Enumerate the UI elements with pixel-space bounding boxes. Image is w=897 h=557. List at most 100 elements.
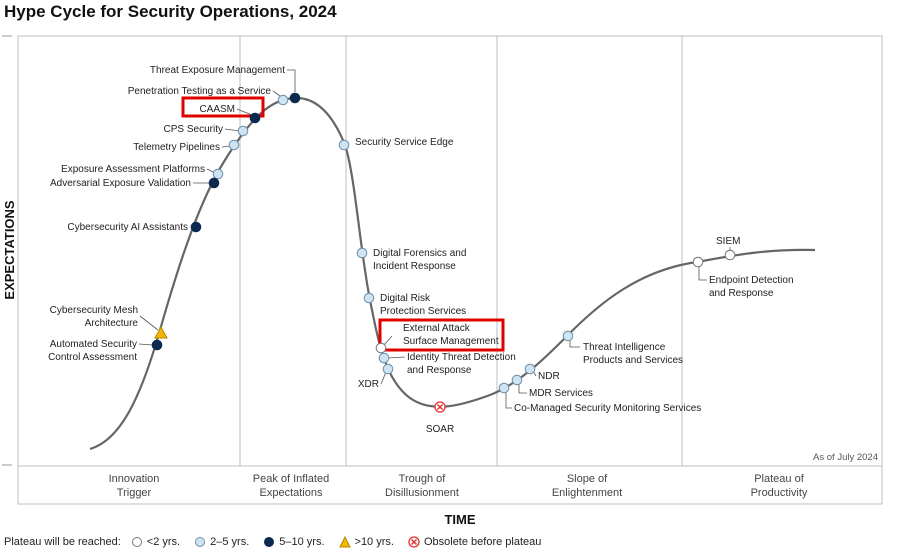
as-of-note: As of July 2024 (813, 452, 878, 463)
label-telemetry-pipelines: Telemetry Pipelines (133, 142, 220, 153)
y-axis-label: EXPECTATIONS (2, 200, 17, 300)
item-adversarial-exposure-validation: Adversarial Exposure Validation (50, 177, 220, 189)
item-threat-exposure-management: Threat Exposure Management (150, 65, 301, 104)
item-external-attack-surface-management: External Attack Surface Management (375, 323, 499, 354)
label-cps-security: CPS Security (164, 124, 223, 135)
item-digital-risk-protection-services: Digital Risk Protection Services (363, 292, 466, 317)
marker-ndr (524, 363, 536, 375)
phase-label-trough-of-disillusionment: Trough of Disillusionment (385, 473, 459, 499)
phase-labels: Innovation Trigger Peak of Inflated Expecta… (109, 473, 808, 499)
marker-xdr (382, 363, 394, 375)
marker-endpoint-detection-and-response (692, 256, 704, 268)
legend-title: Plateau will be reached: (4, 536, 121, 548)
label-caasm: CAASM (199, 104, 235, 115)
caasm-highlight-box (181, 96, 265, 118)
label-security-service-edge: Security Service Edge (355, 137, 454, 148)
legend-item-2to5: 2–5 yrs. (194, 536, 249, 548)
label-digital-forensics-and-incident-response: Digital Forensics and Incident Response (373, 248, 466, 272)
leader-line (287, 69, 296, 92)
item-identity-threat-detection-and-response: Identity Threat Detection and Response (378, 352, 516, 376)
phase-label-peak-of-inflated-expectations: Peak of Inflated Expectations (253, 473, 329, 499)
item-caasm: CAASM (199, 104, 261, 124)
marker-caasm (249, 112, 261, 124)
label-soar: SOAR (426, 424, 454, 435)
label-threat-exposure-management: Threat Exposure Management (150, 65, 285, 76)
item-siem: SIEM (716, 236, 740, 261)
white-circle-icon (131, 537, 142, 547)
marker-identity-threat-detection-and-response (378, 352, 390, 364)
phase-label-slope-of-enlightenment: Slope of Enlightenment (552, 473, 622, 499)
marker-automated-security-control-assessment (151, 339, 163, 351)
legend-label-2to5: 2–5 yrs. (210, 536, 250, 548)
marker-threat-intelligence-products-and-services (562, 330, 574, 342)
label-adversarial-exposure-validation: Adversarial Exposure Validation (50, 178, 191, 189)
leader-line (138, 343, 154, 346)
marker-mdr-services (511, 374, 523, 386)
legend-label-obsolete: Obsolete before plateau (423, 536, 542, 548)
item-ndr: NDR (524, 363, 560, 382)
item-mdr-services: MDR Services (511, 374, 593, 399)
marker-cps-security (237, 125, 249, 137)
marker-cybersecurity-mesh-architecture (154, 325, 168, 339)
item-soar: SOAR (426, 401, 454, 435)
leader-line (698, 266, 707, 281)
legend-label-5to10: 5–10 yrs. (279, 536, 325, 548)
legend-item-lt2: <2 yrs. (131, 536, 180, 548)
item-cps-security: CPS Security (164, 124, 249, 137)
hype-cycle-chart: Innovation Trigger Peak of Inflated Expecta… (2, 35, 883, 527)
legend: Plateau will be reached: <2 yrs. 2–5 yrs… (4, 536, 555, 548)
leader-line (569, 340, 580, 348)
red-x-circle-icon (408, 536, 420, 548)
marker-external-attack-surface-management (375, 342, 387, 354)
legend-label-lt2: <2 yrs. (146, 536, 181, 548)
label-automated-security-control-assessment: Automated Security Control Assessment (48, 339, 137, 363)
leader-line (505, 392, 512, 409)
item-digital-forensics-and-incident-response: Digital Forensics and Incident Response (356, 247, 466, 272)
leader-line (236, 108, 253, 116)
item-co-managed-security-monitoring-services: Co-Managed Security Monitoring Services (498, 382, 701, 414)
label-external-attack-surface-management: External Attack Surface Management (403, 323, 499, 347)
marker-security-service-edge (338, 139, 350, 151)
label-co-managed-security-monitoring-services: Co-Managed Security Monitoring Services (514, 403, 701, 414)
item-threat-intelligence-products-and-services: Threat Intelligence Products and Services (562, 330, 683, 366)
label-exposure-assessment-platforms: Exposure Assessment Platforms (61, 164, 205, 175)
item-penetration-testing-as-a-service: Penetration Testing as a Service (128, 86, 289, 106)
phase-label-innovation-trigger: Innovation Trigger (109, 473, 160, 499)
hype-curve (89, 96, 816, 451)
item-automated-security-control-assessment: Automated Security Control Assessment (48, 339, 163, 363)
marker-telemetry-pipelines (228, 139, 240, 151)
marker-penetration-testing-as-a-service (277, 94, 289, 106)
easm-highlight-box (378, 318, 505, 352)
marker-exposure-assessment-platforms (212, 168, 224, 180)
dark-blue-circle-icon (264, 537, 275, 547)
marker-siem (724, 249, 736, 261)
hype-cycle-items: Threat Exposure Management Penetration Te… (48, 65, 793, 435)
item-cybersecurity-ai-assistants: Cybersecurity AI Assistants (67, 221, 202, 233)
marker-digital-forensics-and-incident-response (356, 247, 368, 259)
label-siem: SIEM (716, 236, 740, 247)
legend-item-obsolete: Obsolete before plateau (408, 536, 541, 548)
label-endpoint-detection-and-response: Endpoint Detection and Response (709, 275, 794, 299)
item-endpoint-detection-and-response: Endpoint Detection and Response (692, 256, 794, 299)
marker-cybersecurity-ai-assistants (190, 221, 202, 233)
chart-title: Hype Cycle for Security Operations, 2024 (4, 2, 337, 21)
item-telemetry-pipelines: Telemetry Pipelines (133, 139, 240, 153)
leader-line (383, 335, 393, 346)
legend-item-5to10: 5–10 yrs. (263, 536, 325, 548)
marker-adversarial-exposure-validation (208, 177, 220, 189)
label-digital-risk-protection-services: Digital Risk Protection Services (380, 293, 466, 317)
leader-line (224, 128, 241, 132)
leader-line (272, 90, 281, 97)
marker-threat-exposure-management (289, 92, 301, 104)
phase-label-plateau-of-productivity: Plateau of Productivity (751, 473, 808, 499)
yellow-triangle-icon (338, 536, 351, 548)
label-cybersecurity-ai-assistants: Cybersecurity AI Assistants (67, 222, 188, 233)
light-blue-circle-icon (195, 537, 206, 547)
item-xdr: XDR (358, 363, 394, 390)
label-cybersecurity-mesh-architecture: Cybersecurity Mesh Architecture (50, 305, 139, 329)
item-cybersecurity-mesh-architecture: Cybersecurity Mesh Architecture (50, 305, 168, 339)
item-security-service-edge: Security Service Edge (338, 137, 454, 151)
leader-line (380, 371, 387, 385)
label-identity-threat-detection-and-response: Identity Threat Detection and Response (407, 352, 516, 376)
legend-item-gt10: >10 yrs. (338, 536, 394, 548)
